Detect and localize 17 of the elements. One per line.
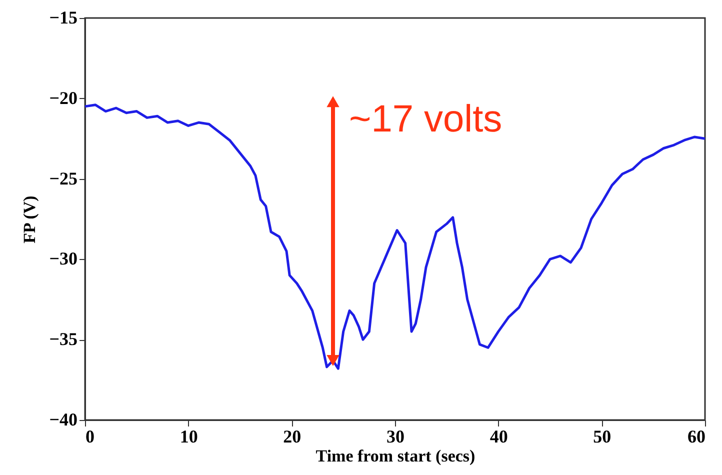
x-tick-label: 0 — [86, 426, 94, 446]
x-tick-label: 60 — [688, 426, 706, 446]
x-tick-label: 40 — [490, 426, 508, 446]
y-axis-title: FP (V) — [20, 196, 40, 244]
annotation: ~17 volts — [349, 98, 502, 141]
x-tick-label: 30 — [386, 426, 404, 446]
y-tick-label: −40 — [49, 410, 78, 430]
line-series — [84, 104, 706, 370]
x-tick-label: 50 — [593, 426, 612, 446]
y-tick-label: −25 — [49, 168, 78, 188]
y-tick-label: −15 — [49, 8, 78, 28]
x-tick-label: 20 — [283, 426, 302, 446]
y-tick-label: −30 — [49, 248, 78, 269]
x-axis-title: Time from start (secs) — [316, 446, 476, 466]
y-tick-label: −20 — [49, 88, 78, 108]
x-tick-label: 10 — [180, 426, 198, 446]
y-tick-label: −35 — [49, 329, 78, 350]
